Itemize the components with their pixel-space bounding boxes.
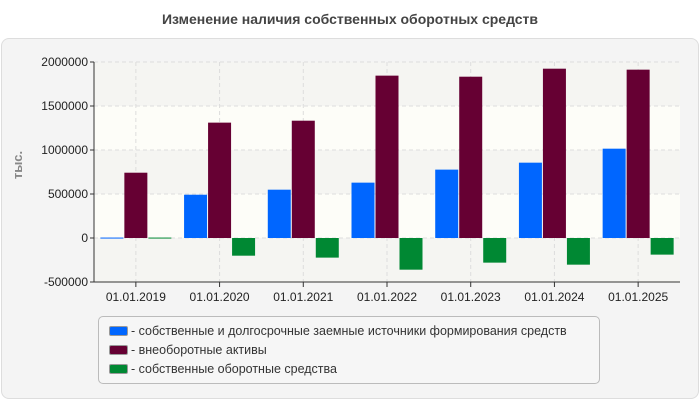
y-tick-label: 2000000: [41, 55, 88, 69]
y-tick-label: -500000: [44, 275, 88, 289]
bar: [542, 68, 566, 238]
x-tick-label: 01.01.2024: [524, 290, 584, 304]
bar: [184, 194, 208, 238]
bar: [459, 76, 483, 238]
bar: [291, 120, 315, 238]
bar: [650, 238, 674, 255]
bar: [208, 122, 232, 238]
bar: [435, 169, 459, 238]
bar: [518, 162, 542, 238]
y-tick-label: 500000: [48, 187, 88, 201]
bar: [351, 182, 375, 238]
legend-swatch: [109, 364, 128, 374]
y-tick-label: 1000000: [41, 143, 88, 157]
legend: - собственные и долгосрочные заемные ист…: [98, 316, 600, 384]
bar: [626, 69, 650, 238]
legend-label: - собственные оборотные средства: [131, 362, 337, 376]
bar: [375, 75, 399, 238]
bar: [483, 238, 507, 263]
legend-swatch: [109, 345, 128, 355]
x-tick-label: 01.01.2022: [357, 290, 417, 304]
y-tick-label: 1500000: [41, 99, 88, 113]
bar: [124, 172, 148, 238]
legend-label: - внеоборотные активы: [131, 343, 267, 357]
bar: [315, 238, 339, 258]
bar: [602, 148, 626, 238]
x-tick-label: 01.01.2019: [106, 290, 166, 304]
legend-item: - внеоборотные активы: [109, 341, 267, 359]
bar: [267, 189, 291, 238]
y-axis-label: тыс.: [10, 151, 25, 179]
legend-swatch: [109, 326, 128, 336]
y-tick-label: 0: [81, 231, 88, 245]
legend-item: - собственные и долгосрочные заемные ист…: [109, 322, 567, 340]
x-tick-label: 01.01.2025: [608, 290, 668, 304]
legend-item: - собственные оборотные средства: [109, 360, 337, 378]
x-tick-label: 01.01.2020: [190, 290, 250, 304]
chart-title: Изменение наличия собственных оборотных …: [161, 11, 539, 27]
x-tick-label: 01.01.2023: [441, 290, 501, 304]
bar: [399, 238, 423, 270]
bar: [100, 237, 124, 239]
bar: [148, 237, 172, 239]
legend-label: - собственные и долгосрочные заемные ист…: [131, 324, 567, 338]
bar: [232, 238, 256, 256]
x-tick-label: 01.01.2021: [273, 290, 333, 304]
bar: [566, 238, 590, 265]
